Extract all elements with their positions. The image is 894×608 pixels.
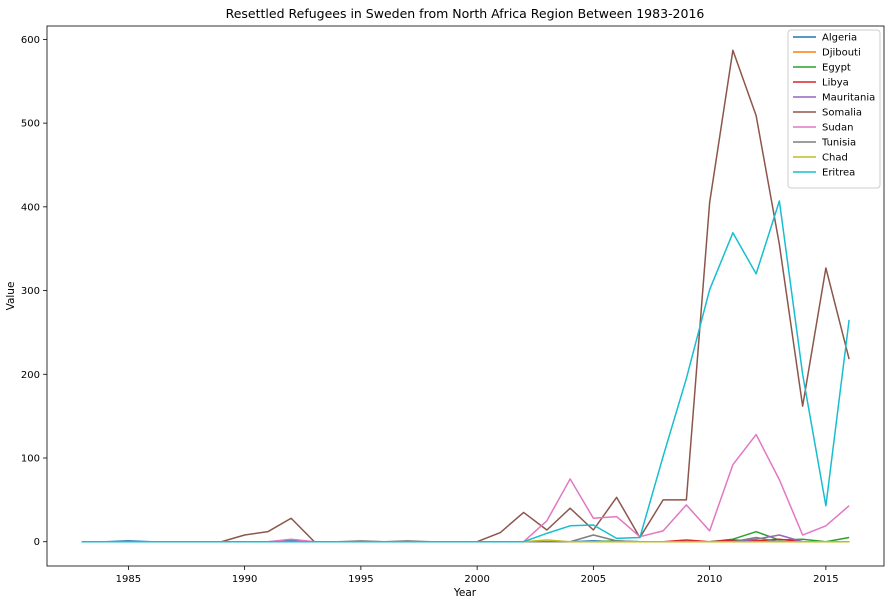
x-tick-label: 1995 <box>348 574 373 585</box>
series-line-sudan <box>81 433 850 543</box>
plot-area <box>81 49 850 543</box>
legend-label-eritrea: Eritrea <box>822 168 855 179</box>
y-tick-label: 200 <box>21 370 40 381</box>
y-axis-label: Value <box>5 282 17 311</box>
y-tick-label: 0 <box>34 537 40 548</box>
x-tick-label: 1990 <box>232 574 257 585</box>
x-tick-label: 1985 <box>116 574 141 585</box>
legend-label-somalia: Somalia <box>822 108 862 119</box>
legend-label-djibouti: Djibouti <box>822 48 861 59</box>
legend: Algeria Djibouti Egypt Libya Mauritania Somal… <box>787 29 881 189</box>
legend-label-mauritania: Mauritania <box>822 93 875 104</box>
x-tick-label: 2010 <box>697 574 722 585</box>
legend-label-egypt: Egypt <box>822 63 851 74</box>
legend-box <box>787 29 881 189</box>
series-line-somalia <box>81 49 850 543</box>
chart-title: Resettled Refugees in Sweden from North … <box>226 6 705 21</box>
series-line-eritrea <box>81 200 850 543</box>
y-tick-label: 600 <box>21 35 40 46</box>
legend-label-algeria: Algeria <box>822 33 857 44</box>
y-tick-label: 100 <box>21 454 40 465</box>
axis-ticks: 1985 1990 1995 2000 2005 2010 2015 0 100 200 300 40… <box>21 35 839 585</box>
x-tick-label: 2000 <box>464 574 489 585</box>
x-tick-label: 2015 <box>813 574 838 585</box>
legend-label-sudan: Sudan <box>822 123 854 134</box>
y-tick-label: 500 <box>21 119 40 130</box>
legend-label-tunisia: Tunisia <box>821 138 856 149</box>
legend-label-chad: Chad <box>822 153 848 164</box>
y-tick-label: 300 <box>21 286 40 297</box>
x-axis-label: Year <box>453 587 477 599</box>
x-tick-label: 2005 <box>581 574 606 585</box>
plot-frame <box>46 25 885 567</box>
legend-label-libya: Libya <box>822 78 849 89</box>
y-tick-label: 400 <box>21 202 40 213</box>
